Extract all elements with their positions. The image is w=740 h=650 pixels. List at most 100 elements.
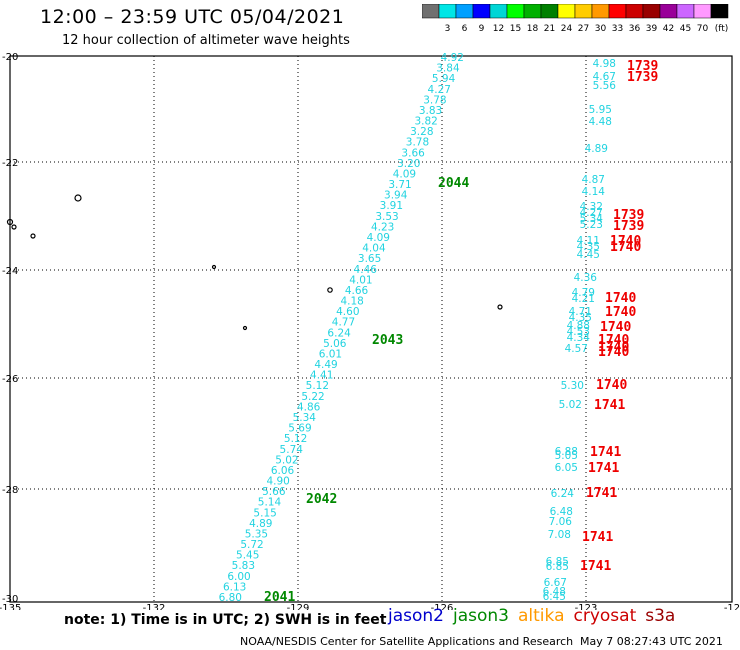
satellite-legend-item: s3a [645, 606, 676, 626]
scale-label: 9 [479, 24, 485, 34]
jason3-time-label: 2041 [264, 590, 295, 605]
cryosat-swh-value: 4.36 [574, 272, 598, 284]
cryosat-time-label: 1741 [594, 398, 625, 413]
latitude-label: -30 [2, 594, 18, 605]
cryosat-time-label: 1740 [598, 345, 629, 360]
latitude-label: -22 [2, 158, 18, 169]
jason3-swh-value: 5.14 [258, 497, 282, 509]
longitude-labels: -135 -132 -129 -126 -123 -12 [0, 603, 740, 610]
cryosat-swh-value: 6.05 [555, 462, 578, 474]
cryosat-time-label: 1739 [627, 59, 658, 74]
generated-timestamp: May 7 08:27:43 UTC 2021 [580, 635, 723, 648]
scale-label: 42 [663, 24, 674, 34]
jason3-swh-value: 4.04 [362, 243, 386, 255]
cryosat-swh-value: 4.98 [593, 58, 616, 70]
cryosat-time-label: 1740 [610, 234, 641, 249]
cryosat-swh-value: 4.53 [567, 326, 590, 338]
cryosat-swh-value: 4.89 [585, 143, 608, 155]
jason3-swh-value: 4.92 [441, 52, 464, 64]
jason3-swh-value: 3.91 [380, 200, 403, 212]
latitude-labels: -20 -22 -24 -26 -28 -30 [2, 52, 18, 605]
jason3-swh-value: 5.12 [284, 433, 307, 445]
map-frame [9, 55, 733, 603]
cryosat-swh-value: 6.48 [543, 586, 566, 598]
cryosat-swh-value: 6.85 [546, 561, 569, 573]
cryosat-swh-value: 4.14 [582, 186, 606, 198]
cryosat-swh-value: 5.05 [555, 450, 578, 462]
cryosat-swh-value: 5.56 [593, 80, 617, 92]
jason3-swh-value: 4.09 [367, 232, 390, 244]
jason3-swh-value: 4.01 [349, 274, 372, 286]
cryosat-time-label: 1741 [582, 530, 613, 545]
cryosat-swh-value: 4.57 [565, 343, 588, 355]
credit-line: NOAA/NESDIS Center for Satellite Applica… [240, 635, 574, 648]
cryosat-time-label: 1740 [596, 378, 627, 393]
jason3-swh-value: 3.82 [414, 116, 437, 128]
longitude-label: -135 [0, 603, 21, 610]
island-outline [211, 264, 217, 270]
jason3-swh-value: 6.13 [223, 581, 246, 593]
map-grid [10, 56, 732, 602]
jason3-swh-value: 4.41 [310, 370, 333, 382]
jason3-swh-value: 5.69 [288, 423, 311, 435]
jason3-swh-value: 4.23 [371, 221, 394, 233]
scale-label: 33 [612, 24, 623, 34]
jason3-swh-value: 4.27 [428, 84, 451, 96]
cryosat-swh-value: 4.35 [569, 312, 592, 324]
cryosat-swh-value: 6.45 [543, 591, 566, 603]
latitude-label: -28 [2, 485, 18, 496]
jason3-swh-value: 6.06 [271, 465, 295, 477]
longitude-label: -129 [287, 603, 310, 610]
track-time-labels: 2044204320422041173917391739173917401740… [264, 59, 658, 605]
island-outlines [6, 194, 503, 331]
jason3-swh-value: 4.46 [354, 264, 378, 276]
satellite-legend-item: jason2 [388, 606, 444, 626]
cryosat-swh-value: 4.45 [577, 249, 600, 261]
jason3-swh-value: 5.74 [280, 444, 304, 456]
jason3-swh-value: 3.71 [388, 179, 411, 191]
jason3-swh-value: 3.28 [410, 126, 433, 138]
jason3-swh-value: 4.66 [345, 285, 369, 297]
cryosat-swh-value: 6.67 [544, 577, 567, 589]
page-subtitle: 12 hour collection of altimeter wave hei… [62, 33, 350, 48]
jason3-swh-value: 4.86 [297, 401, 321, 413]
jason3-swh-value: 6.80 [219, 592, 242, 604]
island-outline [6, 218, 14, 226]
scale-label: 6 [462, 24, 468, 34]
jason3-swh-value: 4.09 [393, 168, 416, 180]
jason3-time-label: 2043 [372, 333, 403, 348]
jason3-swh-value: 3.83 [419, 105, 442, 117]
cryosat-swh-value: 4.48 [589, 116, 612, 128]
satellite-legend-item: cryosat [573, 606, 637, 626]
cryosat-swh-value: 7.08 [548, 529, 571, 541]
cryosat-swh-value: 6.48 [550, 506, 573, 518]
cryosat-time-label: 1740 [610, 240, 641, 255]
jason3-swh-value: 5.94 [432, 73, 456, 85]
cryosat-swh-value: 6.85 [546, 556, 569, 568]
jason3-swh-value: 5.66 [262, 486, 286, 498]
latitude-label: -20 [2, 52, 18, 63]
wave-height-color-scale: 3 6 9 12 15 18 21 24 27 30 33 36 39 42 45 70 (ft) [422, 4, 728, 34]
footnote: note: 1) Time is in UTC; 2) SWH is in fe… [64, 612, 387, 628]
scale-label: 15 [510, 24, 521, 34]
scale-label: 39 [646, 24, 658, 34]
jason3-swh-value: 6.24 [327, 327, 351, 339]
satellite-legend: jason2 jason3 altika cryosat s3a [388, 606, 684, 626]
scale-label: 27 [578, 24, 589, 34]
cryosat-swh-value: 5.30 [561, 380, 584, 392]
cryosat-swh-value: 4.27 [580, 207, 603, 219]
cryosat-swh-value: 5.23 [580, 219, 603, 231]
cryosat-time-label: 1740 [600, 320, 631, 335]
island-outline [11, 224, 17, 230]
scale-label: 36 [629, 24, 641, 34]
jason3-swh-value: 3.53 [375, 211, 398, 223]
cryosat-time-label: 1740 [605, 291, 636, 306]
map-border [9, 55, 733, 603]
jason3-time-label: 2044 [438, 176, 469, 191]
jason3-swh-value: 5.72 [240, 539, 263, 551]
longitude-label: -126 [431, 603, 454, 610]
satellite-legend-item: altika [518, 606, 565, 626]
longitude-label: -132 [143, 603, 166, 610]
cryosat-time-label: 1739 [627, 70, 658, 85]
jason3-time-label: 2042 [306, 492, 337, 507]
